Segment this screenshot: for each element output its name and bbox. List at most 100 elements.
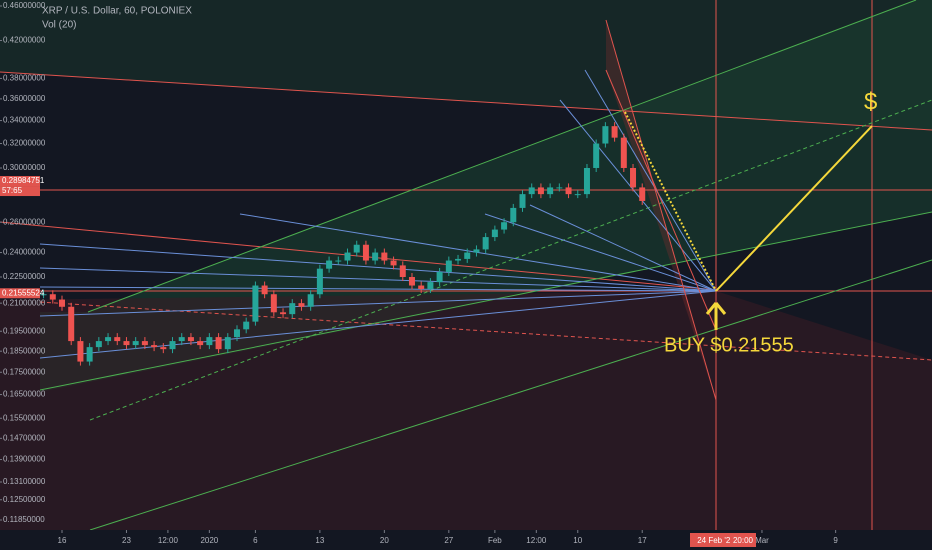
crosshair-label: 20:00 bbox=[733, 536, 754, 545]
drawings bbox=[0, 0, 932, 530]
y-tick-label: 0.32000000 bbox=[3, 139, 46, 148]
candle bbox=[40, 294, 47, 296]
y-tick-label: 0.42000000 bbox=[3, 36, 46, 45]
crosshair-label-bg bbox=[730, 533, 756, 547]
y-tick-label: 0.16500000 bbox=[3, 390, 46, 399]
candle bbox=[178, 337, 185, 342]
candle bbox=[132, 341, 139, 346]
price-tag-bg bbox=[0, 176, 40, 187]
candle bbox=[298, 303, 305, 307]
candle bbox=[197, 341, 204, 346]
fan-line bbox=[529, 204, 717, 292]
overlay bbox=[624, 111, 873, 330]
candle bbox=[510, 207, 517, 223]
candle bbox=[169, 341, 176, 350]
y-tick-label: 0.30000000 bbox=[3, 163, 46, 172]
candle bbox=[482, 237, 489, 250]
y-tick-label: 0.12500000 bbox=[3, 495, 46, 504]
candle bbox=[344, 252, 351, 261]
candles bbox=[40, 122, 646, 366]
red-zone bbox=[0, 291, 932, 530]
channel-line bbox=[87, 0, 917, 313]
candle bbox=[86, 347, 93, 362]
candle bbox=[556, 187, 563, 189]
candle bbox=[114, 337, 121, 342]
candle bbox=[547, 187, 554, 195]
y-tick-label: 0.17500000 bbox=[3, 367, 46, 376]
crosshair-label: 24 Feb '20 bbox=[697, 536, 735, 545]
dashed-line bbox=[89, 99, 932, 421]
y-tick-label: 0.34000000 bbox=[3, 116, 46, 125]
fan-line bbox=[584, 69, 717, 292]
candle bbox=[464, 252, 471, 259]
y-tick-label: 0.24000000 bbox=[3, 248, 46, 257]
channel-line bbox=[39, 211, 932, 391]
annotation: BUY $0.21555 bbox=[664, 334, 794, 356]
candle bbox=[59, 299, 65, 307]
y-tick-label: 0.15500000 bbox=[3, 413, 46, 422]
x-tick-label: 20 bbox=[380, 536, 389, 545]
fan-line bbox=[39, 286, 717, 292]
arrow bbox=[705, 302, 727, 330]
fan-line bbox=[605, 19, 717, 401]
candle bbox=[160, 347, 167, 350]
candle bbox=[418, 285, 425, 289]
x-tick-label: Feb bbox=[488, 536, 502, 545]
y-tick-label: 0.22500000 bbox=[3, 272, 46, 281]
candle bbox=[408, 277, 415, 286]
y-tick-label: 0.19500000 bbox=[3, 326, 46, 335]
x-tick-label: 17 bbox=[638, 536, 647, 545]
candle bbox=[141, 341, 148, 346]
candle bbox=[123, 341, 130, 346]
annotation: $ bbox=[864, 88, 877, 115]
candle bbox=[261, 285, 268, 295]
candle bbox=[455, 258, 462, 261]
x-tick-label: 16 bbox=[58, 536, 67, 545]
candle bbox=[280, 312, 287, 315]
fan-line bbox=[605, 69, 717, 331]
chart-title: XRP / U.S. Dollar, 60, POLONIEX bbox=[42, 6, 192, 17]
candle bbox=[381, 252, 388, 261]
candle bbox=[445, 260, 452, 272]
y-tick-label: 0.26000000 bbox=[3, 217, 46, 226]
x-tick-label: 12:00 bbox=[158, 536, 179, 545]
candle bbox=[501, 222, 508, 230]
candle bbox=[537, 187, 544, 195]
candle bbox=[528, 187, 535, 195]
candle bbox=[335, 260, 342, 262]
y-tick-label: 0.18500000 bbox=[3, 346, 46, 355]
y-tick-label: 0.38000000 bbox=[3, 74, 46, 83]
fan-line bbox=[559, 99, 717, 292]
x-tick-label: 6 bbox=[253, 536, 258, 545]
trend-line bbox=[0, 71, 932, 131]
candle bbox=[390, 260, 397, 266]
price-tag: 0.28984751 bbox=[2, 176, 45, 185]
candle bbox=[565, 187, 572, 195]
x-axis-bg bbox=[0, 530, 932, 550]
candle bbox=[151, 345, 158, 348]
y-tick-label: 0.36000000 bbox=[3, 94, 46, 103]
candle bbox=[574, 194, 581, 196]
axes: 0.46000000 0.42000000 0.38000000 0.36000000… bbox=[0, 1, 838, 547]
candle bbox=[362, 244, 369, 261]
candle bbox=[289, 303, 296, 315]
price-tag: 0.21555524 bbox=[2, 288, 45, 297]
projection-line bbox=[715, 125, 873, 292]
candle bbox=[307, 294, 314, 307]
dashed-line bbox=[39, 301, 932, 361]
x-tick-label: 23 bbox=[122, 536, 131, 545]
candle bbox=[68, 306, 75, 342]
candle bbox=[233, 329, 240, 338]
candle bbox=[353, 244, 360, 253]
y-tick-label: 0.11850000 bbox=[3, 515, 45, 524]
candle bbox=[95, 341, 102, 348]
candle bbox=[105, 337, 112, 342]
candle bbox=[436, 271, 443, 283]
x-tick-label: 2020 bbox=[200, 536, 218, 545]
y-tick-label: 0.46000000 bbox=[3, 1, 46, 10]
candle bbox=[399, 265, 406, 278]
y-tick-label: 0.14700000 bbox=[3, 433, 46, 442]
candle bbox=[270, 294, 277, 313]
candle bbox=[215, 337, 222, 350]
